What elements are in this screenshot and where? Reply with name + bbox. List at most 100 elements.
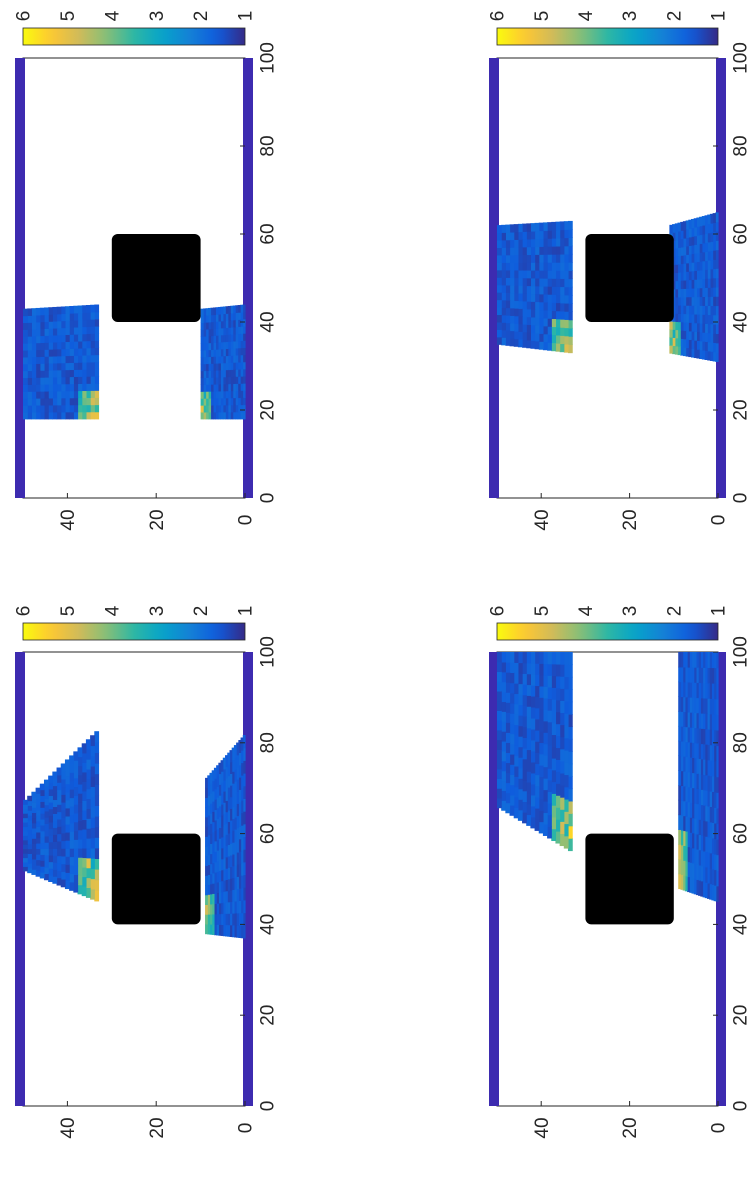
- heat-cell: [547, 278, 552, 287]
- heat-cell: [559, 797, 565, 810]
- heat-cell: [517, 323, 523, 332]
- heat-cell: [23, 861, 28, 867]
- heat-cell: [81, 362, 87, 370]
- heat-cell: [696, 314, 700, 324]
- heat-cell: [538, 708, 544, 721]
- heat-cell: [235, 376, 239, 384]
- heat-cell: [60, 313, 66, 322]
- heat-cell: [205, 322, 209, 330]
- heat-cell: [709, 883, 712, 900]
- heat-cell: [522, 231, 527, 240]
- heat-cell: [205, 335, 209, 344]
- heat-cell: [238, 875, 242, 889]
- heat-cell: [542, 309, 548, 319]
- heat-cell: [690, 236, 695, 246]
- heat-cell: [695, 773, 699, 790]
- heat-cell: [211, 770, 215, 782]
- heat-cell: [207, 874, 211, 885]
- heat-cell: [222, 824, 226, 837]
- heat-cell: [208, 342, 212, 351]
- heat-cell: [209, 913, 213, 925]
- heat-cell: [94, 858, 100, 870]
- heat-cell: [699, 269, 703, 280]
- heat-cell: [39, 328, 45, 337]
- heat-cell: [200, 343, 204, 351]
- heat-cell: [674, 305, 679, 314]
- heat-cell: [701, 323, 706, 333]
- y-tick-label: 20: [620, 509, 641, 530]
- heat-cell: [693, 757, 697, 774]
- heat-cell: [699, 305, 703, 315]
- heat-cell: [73, 865, 79, 876]
- heat-cell: [217, 313, 221, 322]
- heat-cell: [69, 789, 74, 799]
- heat-cell: [85, 411, 91, 420]
- heat-cell: [715, 212, 719, 223]
- heat-cell: [555, 675, 561, 689]
- heat-cell: [567, 270, 573, 280]
- heat-cell: [205, 816, 208, 828]
- heat-cell: [27, 377, 32, 385]
- heat-cell: [220, 771, 224, 783]
- heat-cell: [698, 652, 701, 668]
- heat-cell: [220, 369, 224, 378]
- heat-cell: [236, 839, 239, 853]
- heat-cell: [505, 232, 511, 241]
- heat-cell: [205, 884, 208, 896]
- heat-cell: [505, 292, 511, 301]
- heat-cell: [534, 674, 540, 687]
- heat-cell: [567, 319, 573, 329]
- heat-cell: [69, 411, 74, 420]
- heat-cell: [672, 329, 676, 338]
- heat-cell: [222, 404, 226, 413]
- heat-cell: [227, 327, 231, 335]
- heat-cell: [94, 318, 100, 327]
- heat-cell: [693, 313, 697, 324]
- heat-cell: [685, 228, 689, 238]
- wall-top: [15, 58, 25, 498]
- colorbar-tick-label: 6: [14, 606, 35, 617]
- heat-cell: [60, 355, 66, 364]
- heat-cell: [530, 223, 536, 232]
- heat-cell: [240, 737, 244, 751]
- heat-cell: [700, 743, 704, 760]
- heat-cell: [678, 681, 682, 697]
- heat-cell: [43, 411, 49, 420]
- heat-cell: [674, 256, 679, 265]
- heat-cell: [35, 356, 41, 364]
- y-tick-label: 40: [58, 1117, 79, 1138]
- heat-cell: [690, 339, 695, 349]
- heat-cell: [90, 786, 95, 798]
- heat-cell: [23, 336, 28, 344]
- heat-cell: [688, 288, 692, 298]
- heat-cell: [217, 369, 221, 378]
- heat-cell: [225, 362, 229, 371]
- heat-cell: [210, 397, 214, 406]
- heat-cell: [39, 314, 45, 323]
- heat-cell: [712, 268, 716, 279]
- heat-cell: [526, 684, 531, 696]
- heat-cell: [208, 321, 212, 330]
- heat-cell: [27, 800, 32, 806]
- heat-cell: [501, 790, 506, 801]
- heat-cell: [209, 883, 213, 895]
- heat-cell: [43, 810, 49, 818]
- heat-cell: [699, 349, 703, 360]
- heat-cell: [39, 824, 45, 832]
- heat-cell: [56, 334, 62, 343]
- heat-cell: [567, 245, 573, 255]
- heat-cell: [207, 844, 211, 856]
- heat-cell: [31, 869, 37, 875]
- heat-cell: [222, 835, 226, 848]
- heat-cell: [52, 778, 58, 787]
- heat-cell: [35, 826, 41, 833]
- heat-cell: [685, 254, 689, 264]
- heat-cell: [240, 775, 244, 789]
- heat-cell: [517, 254, 523, 263]
- heat-cell: [242, 325, 246, 334]
- heat-cell: [530, 706, 536, 719]
- heat-cell: [39, 860, 45, 867]
- heat-cell: [707, 314, 711, 325]
- colorbar-tick-label: 2: [191, 11, 212, 22]
- heat-cell: [555, 310, 561, 320]
